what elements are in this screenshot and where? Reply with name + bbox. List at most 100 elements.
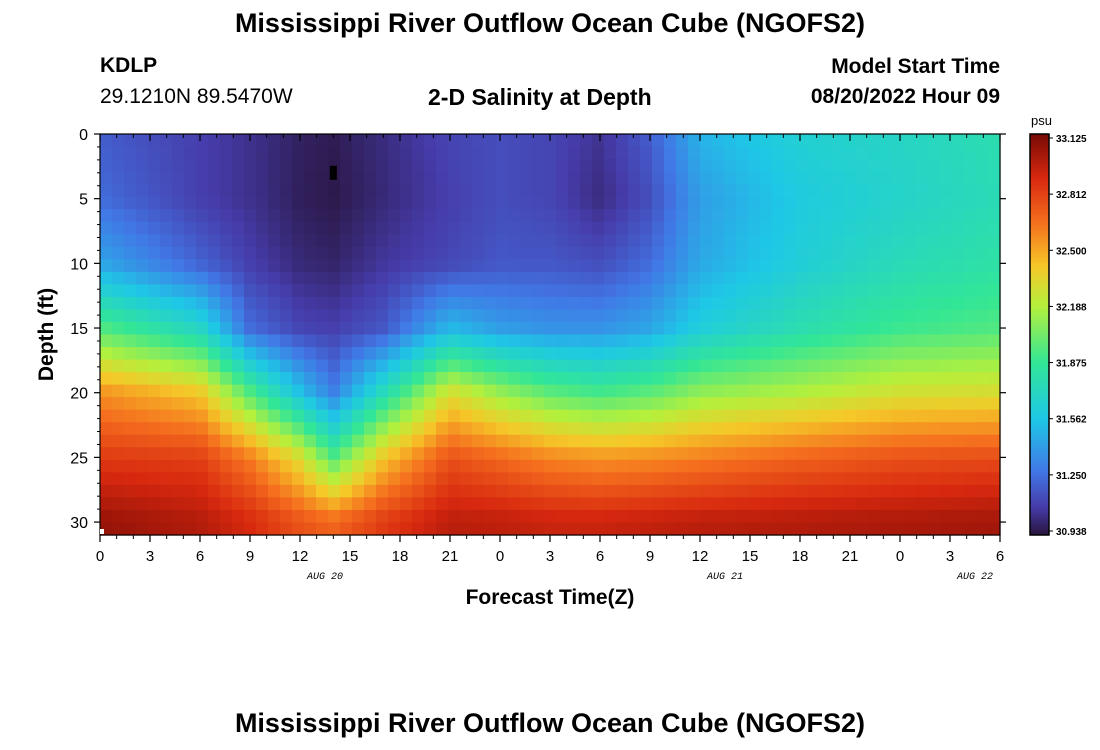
heatmap-cell bbox=[184, 196, 197, 210]
heatmap-cell bbox=[988, 246, 1001, 260]
heatmap-cell bbox=[544, 321, 557, 336]
heatmap-cell bbox=[100, 447, 113, 461]
heatmap-cell bbox=[676, 347, 689, 361]
heatmap-cell bbox=[664, 497, 677, 511]
heatmap-cell bbox=[748, 434, 761, 448]
heatmap-cell bbox=[472, 159, 485, 173]
heatmap-cell bbox=[388, 159, 401, 173]
heatmap-cell bbox=[868, 246, 881, 260]
heatmap-cell bbox=[508, 159, 521, 173]
heatmap-cell bbox=[148, 309, 161, 323]
heatmap-cell bbox=[244, 184, 257, 198]
heatmap-cell bbox=[436, 296, 449, 311]
heatmap-cell bbox=[904, 184, 917, 198]
heatmap-cell bbox=[100, 184, 113, 198]
heatmap-cell bbox=[412, 146, 425, 160]
heatmap-cell bbox=[400, 484, 413, 499]
heatmap-cell bbox=[772, 134, 785, 148]
heatmap-cell bbox=[748, 397, 761, 411]
heatmap-cell bbox=[340, 484, 353, 499]
heatmap-cell bbox=[124, 372, 137, 386]
heatmap-cell bbox=[544, 522, 557, 536]
heatmap-cell bbox=[556, 134, 569, 148]
heatmap-cell bbox=[352, 296, 365, 311]
heatmap-cell bbox=[688, 171, 701, 185]
heatmap-cell bbox=[172, 296, 185, 311]
heatmap-cell bbox=[628, 134, 641, 148]
heatmap-cell bbox=[940, 209, 953, 223]
heatmap-cell bbox=[544, 409, 557, 423]
heatmap-cell bbox=[832, 284, 845, 298]
heatmap-cell bbox=[328, 296, 341, 311]
heatmap-cell bbox=[712, 347, 725, 361]
heatmap-cell bbox=[220, 246, 233, 260]
heatmap-cell bbox=[340, 184, 353, 198]
heatmap-cell bbox=[652, 234, 665, 248]
heatmap-cell bbox=[688, 459, 701, 473]
heatmap-cell bbox=[136, 422, 149, 436]
heatmap-cell bbox=[964, 146, 977, 160]
heatmap-cell bbox=[424, 159, 437, 173]
heatmap-cell bbox=[616, 372, 629, 386]
heatmap-cell bbox=[880, 184, 893, 198]
heatmap-cell bbox=[916, 284, 929, 298]
heatmap-cell bbox=[292, 334, 305, 348]
heatmap-cell bbox=[976, 397, 989, 411]
heatmap-cell bbox=[880, 234, 893, 248]
heatmap-cell bbox=[208, 509, 221, 524]
heatmap-cell bbox=[964, 459, 977, 473]
heatmap-cell bbox=[736, 234, 749, 248]
heatmap-cell bbox=[664, 384, 677, 398]
heatmap-cell bbox=[184, 221, 197, 235]
heatmap-cell bbox=[184, 447, 197, 461]
heatmap-cell bbox=[316, 221, 329, 235]
heatmap-cell bbox=[376, 497, 389, 511]
heatmap-cell bbox=[340, 134, 353, 148]
heatmap-cell bbox=[100, 159, 113, 173]
heatmap-cell bbox=[772, 159, 785, 173]
heatmap-cell bbox=[400, 522, 413, 536]
heatmap-cell bbox=[688, 284, 701, 298]
heatmap-cell bbox=[712, 359, 725, 373]
heatmap-cell bbox=[796, 209, 809, 223]
heatmap-cell bbox=[484, 259, 497, 273]
heatmap-cell bbox=[652, 271, 665, 285]
heatmap-cell bbox=[292, 271, 305, 285]
heatmap-cell bbox=[904, 221, 917, 235]
heatmap-cell bbox=[940, 509, 953, 524]
heatmap-cell bbox=[496, 484, 509, 499]
heatmap-cell bbox=[532, 184, 545, 198]
heatmap-cell bbox=[856, 484, 869, 499]
heatmap-cell bbox=[784, 246, 797, 260]
heatmap-cell bbox=[604, 309, 617, 323]
heatmap-cell bbox=[496, 422, 509, 436]
heatmap-cell bbox=[700, 234, 713, 248]
heatmap-cell bbox=[148, 397, 161, 411]
heatmap-cell bbox=[280, 209, 293, 223]
heatmap-cell bbox=[832, 409, 845, 423]
heatmap-cell bbox=[124, 321, 137, 336]
heatmap-cell bbox=[436, 509, 449, 524]
heatmap-cell bbox=[604, 347, 617, 361]
heatmap-cell bbox=[172, 221, 185, 235]
heatmap-cell bbox=[364, 484, 377, 499]
heatmap-cell bbox=[808, 397, 821, 411]
heatmap-cell bbox=[568, 522, 581, 536]
heatmap-cell bbox=[976, 134, 989, 148]
heatmap-cell bbox=[664, 159, 677, 173]
heatmap-cell bbox=[580, 359, 593, 373]
heatmap-cell bbox=[748, 159, 761, 173]
heatmap-cell bbox=[880, 159, 893, 173]
heatmap-cell bbox=[220, 459, 233, 473]
heatmap-cell bbox=[376, 209, 389, 223]
heatmap-cell bbox=[280, 259, 293, 273]
heatmap-cell bbox=[892, 234, 905, 248]
heatmap-cell bbox=[928, 171, 941, 185]
heatmap-cell bbox=[196, 409, 209, 423]
heatmap-cell bbox=[364, 134, 377, 148]
heatmap-cell bbox=[124, 384, 137, 398]
heatmap-cell bbox=[736, 259, 749, 273]
heatmap-cell bbox=[700, 397, 713, 411]
heatmap-cell bbox=[604, 134, 617, 148]
heatmap-cell bbox=[856, 422, 869, 436]
